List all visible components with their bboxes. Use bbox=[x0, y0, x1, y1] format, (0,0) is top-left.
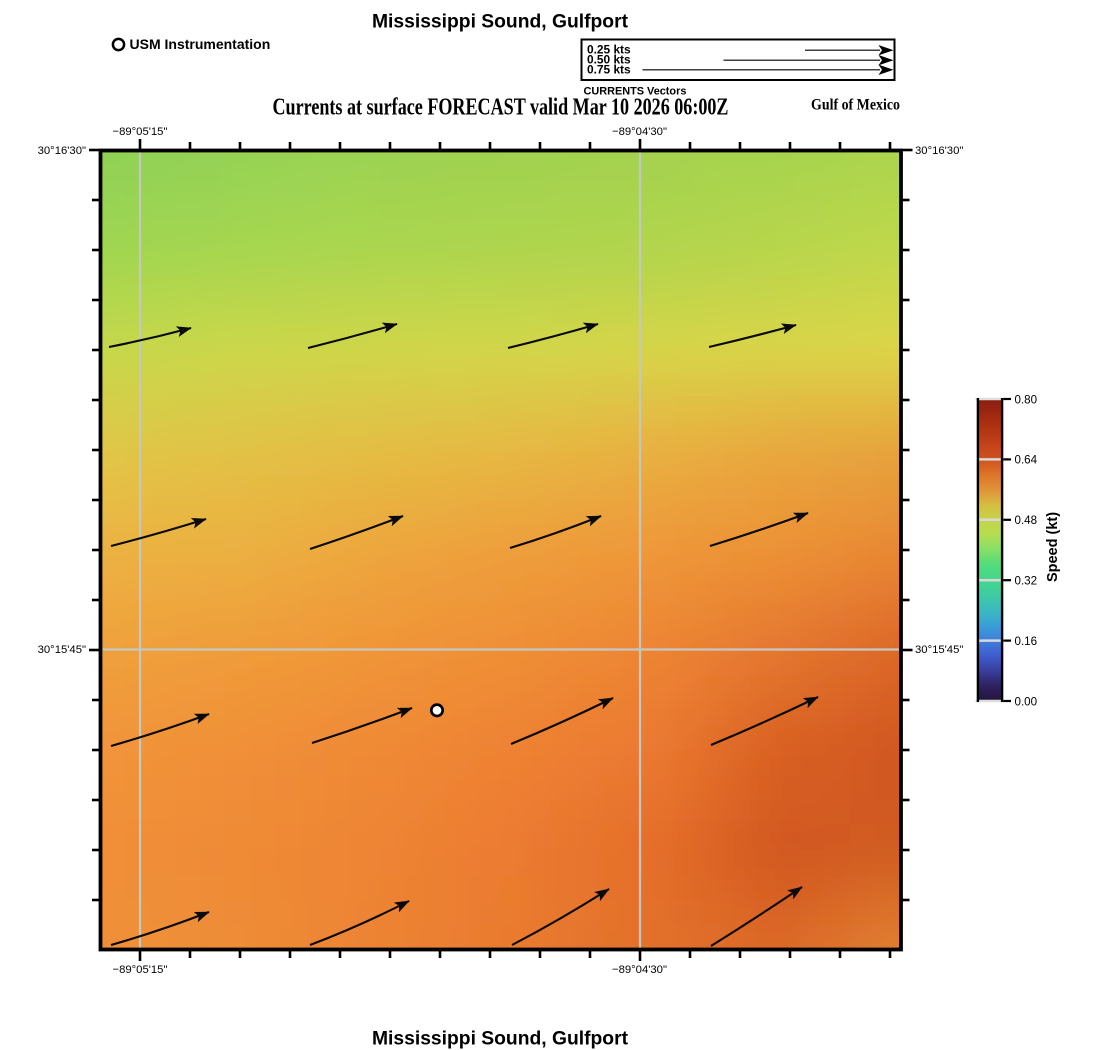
svg-text:Gulf of Mexico: Gulf of Mexico bbox=[811, 97, 900, 114]
svg-text:0.80: 0.80 bbox=[1015, 393, 1038, 406]
svg-text:Speed (kt): Speed (kt) bbox=[1045, 512, 1061, 582]
svg-text:0.50 kts: 0.50 kts bbox=[587, 53, 631, 67]
svg-text:0.25 kts: 0.25 kts bbox=[587, 43, 631, 57]
svg-text:CURRENTS Vectors: CURRENTS Vectors bbox=[584, 86, 687, 98]
svg-text:0.64: 0.64 bbox=[1015, 454, 1038, 467]
svg-text:0.00: 0.00 bbox=[1015, 695, 1038, 708]
svg-text:−89°05'15": −89°05'15" bbox=[113, 126, 168, 138]
svg-text:−89°05'15": −89°05'15" bbox=[113, 964, 168, 976]
svg-text:Mississippi Sound, Gulfport: Mississippi Sound, Gulfport bbox=[372, 12, 629, 33]
svg-text:0.48: 0.48 bbox=[1015, 514, 1038, 527]
svg-text:30°16'30": 30°16'30" bbox=[38, 145, 86, 157]
svg-text:−89°04'30": −89°04'30" bbox=[612, 126, 667, 138]
svg-text:0.16: 0.16 bbox=[1015, 635, 1038, 648]
svg-text:0.32: 0.32 bbox=[1015, 575, 1038, 588]
svg-text:0.75 kts: 0.75 kts bbox=[587, 63, 631, 77]
svg-text:−89°04'30": −89°04'30" bbox=[612, 964, 667, 976]
svg-text:30°15'45": 30°15'45" bbox=[38, 644, 86, 656]
svg-text:30°15'45": 30°15'45" bbox=[915, 644, 963, 656]
svg-text:Mississippi Sound, Gulfport: Mississippi Sound, Gulfport bbox=[372, 1029, 629, 1050]
svg-text:USM Instrumentation: USM Instrumentation bbox=[130, 36, 271, 52]
svg-text:Currents at surface FORECAST v: Currents at surface FORECAST valid Mar 1… bbox=[273, 95, 729, 121]
svg-text:30°16'30": 30°16'30" bbox=[915, 145, 963, 157]
